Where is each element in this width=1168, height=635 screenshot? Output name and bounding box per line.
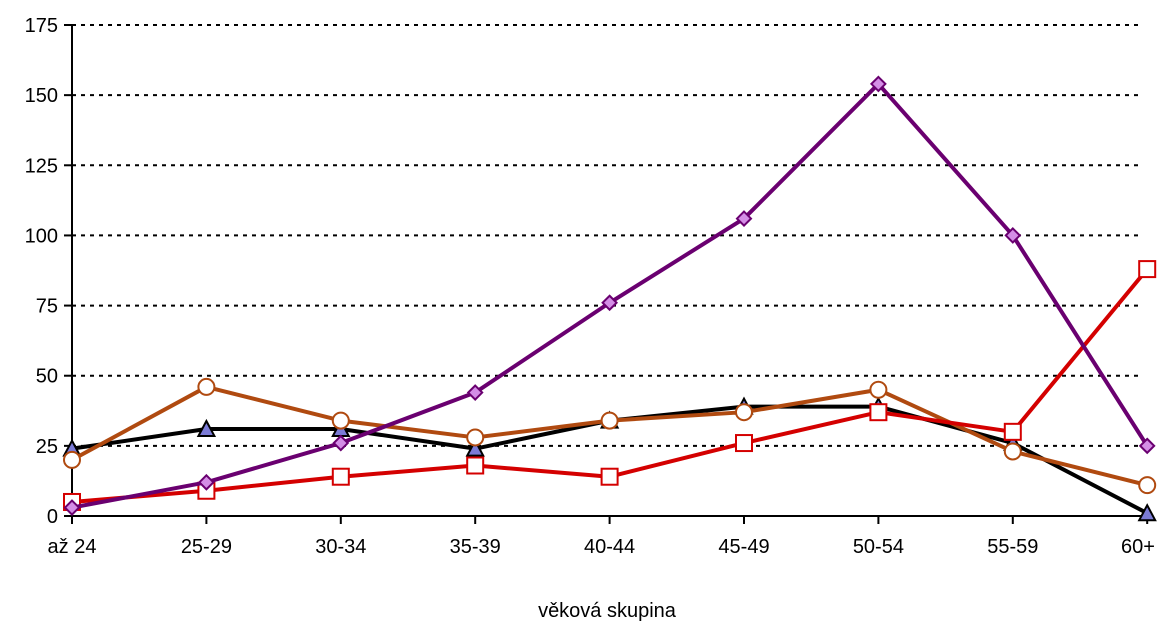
data-point-square [1003, 422, 1022, 441]
data-point-diamond [869, 75, 887, 93]
series-group [62, 75, 1157, 522]
data-point-diamond [332, 434, 350, 452]
data-point-circle [331, 411, 350, 430]
data-point-square [600, 467, 619, 486]
y-tick-label: 75 [36, 296, 58, 318]
data-point-diamond [197, 473, 215, 491]
data-point-square [735, 434, 753, 453]
y-tick-label: 100 [25, 225, 58, 247]
grid-lines [72, 24, 1143, 447]
data-point-square [869, 403, 888, 422]
x-tick-label: 35-39 [450, 536, 501, 558]
data-point-square [1138, 260, 1157, 279]
x-tick-label: 55-59 [987, 536, 1038, 558]
y-axis-ticks: 0 25 50 75 100 125 150 175 [25, 15, 72, 528]
y-tick-label: 25 [36, 436, 58, 458]
data-point-triangle [1137, 503, 1157, 522]
data-point-diamond [735, 210, 753, 228]
y-tick-label: 175 [25, 15, 58, 37]
x-tick-label: 50-54 [853, 536, 904, 558]
x-tick-label: 40-44 [584, 536, 635, 558]
data-point-square [466, 456, 485, 475]
data-point-circle [600, 411, 619, 430]
y-tick-label: 150 [25, 85, 58, 107]
x-axis-ticks: až 24 25-29 30-34 35-39 40-44 45-49 50-54 55-59… [48, 516, 1155, 558]
y-tick-label: 125 [25, 155, 58, 177]
series-square [63, 260, 1157, 511]
data-point-diamond [601, 294, 619, 312]
data-point-circle [869, 380, 888, 399]
data-point-circle [735, 403, 753, 422]
x-tick-label: 45-49 [718, 536, 769, 558]
data-point-triangle [465, 438, 485, 457]
data-point-triangle [196, 418, 217, 438]
data-point-diamond [1138, 437, 1156, 455]
data-point-circle [63, 450, 81, 469]
x-tick-label: 25-29 [181, 536, 232, 558]
x-tick-label: 60+ [1121, 536, 1155, 558]
data-point-circle [197, 377, 216, 396]
series-diamond [63, 75, 1156, 516]
y-tick-label: 0 [47, 506, 58, 528]
x-tick-label: 30-34 [315, 536, 366, 558]
y-tick-label: 50 [36, 366, 58, 388]
data-point-diamond [1004, 227, 1022, 244]
series-circle [63, 377, 1157, 495]
data-point-circle [1003, 442, 1022, 461]
x-tick-label: až 24 [48, 536, 97, 558]
data-point-diamond [63, 499, 81, 516]
data-point-circle [466, 428, 485, 447]
data-point-square [331, 467, 350, 486]
x-axis-title: věková skupina [538, 600, 677, 622]
data-point-diamond [466, 384, 484, 401]
data-point-circle [1138, 476, 1157, 495]
axes [71, 25, 1143, 517]
